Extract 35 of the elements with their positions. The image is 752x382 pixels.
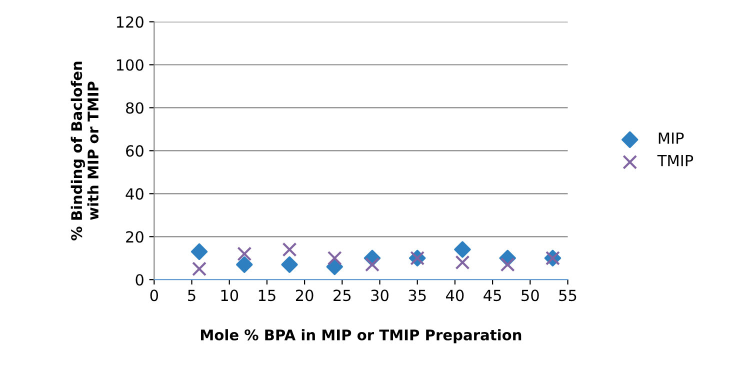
point bbox=[281, 256, 298, 273]
point bbox=[455, 255, 470, 270]
legend-label: TMIP bbox=[657, 154, 694, 166]
y-tick-label: 120 bbox=[116, 16, 144, 28]
x-tick-label: 25 bbox=[334, 290, 351, 302]
x-tick-label: 55 bbox=[559, 290, 576, 302]
legend-label: MIP bbox=[658, 132, 684, 144]
y-tick-label: 60 bbox=[126, 145, 144, 157]
x-tick-label: 10 bbox=[221, 290, 238, 302]
y-tick-label: 0 bbox=[136, 274, 144, 286]
y-axis-title: % Binding of Baclofen with MIP or TMIP bbox=[70, 62, 99, 240]
point bbox=[237, 246, 252, 262]
point bbox=[282, 242, 297, 257]
y-tick-label: 80 bbox=[126, 102, 144, 114]
point bbox=[192, 262, 207, 276]
x-tick-label: 30 bbox=[371, 290, 388, 302]
x-tick-label: 40 bbox=[446, 290, 464, 302]
x-tick-label: 5 bbox=[188, 290, 196, 302]
y-tick-label: 20 bbox=[126, 231, 144, 243]
x-tick-label: 45 bbox=[484, 290, 501, 302]
point bbox=[236, 256, 253, 273]
x-tick-label: 15 bbox=[258, 290, 276, 302]
x-tick-label: 50 bbox=[522, 290, 539, 302]
point bbox=[190, 243, 208, 260]
y-tick-label: 100 bbox=[116, 59, 144, 71]
x-tick-label: 20 bbox=[296, 290, 314, 302]
point bbox=[327, 250, 342, 266]
point bbox=[364, 257, 380, 272]
point bbox=[326, 258, 343, 276]
x-tick-label: 35 bbox=[408, 290, 426, 302]
y-tick-label: 40 bbox=[126, 188, 144, 200]
x-axis-title: Mole % BPA in MIP or TMIP Preparation bbox=[201, 329, 522, 344]
point bbox=[500, 257, 515, 272]
point bbox=[454, 241, 471, 258]
x-tick-label: 0 bbox=[150, 290, 158, 302]
